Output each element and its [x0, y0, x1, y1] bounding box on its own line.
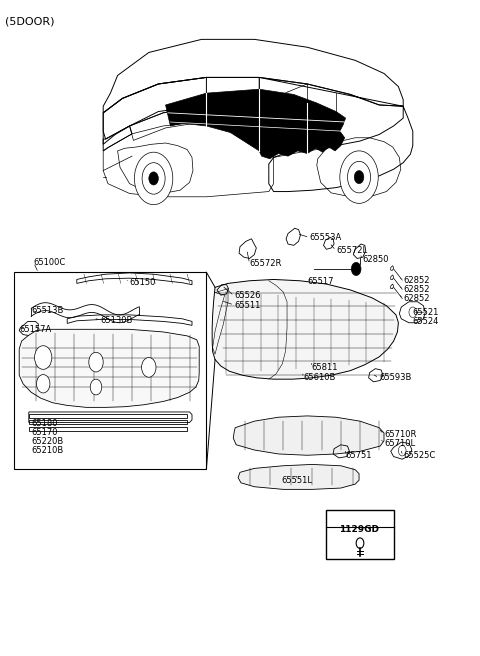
- Text: 65521: 65521: [413, 308, 439, 317]
- Text: 65517: 65517: [307, 277, 334, 286]
- Circle shape: [149, 172, 158, 185]
- Text: 65170: 65170: [31, 428, 58, 437]
- Text: (5DOOR): (5DOOR): [5, 16, 54, 26]
- Text: 65157A: 65157A: [19, 325, 51, 334]
- Text: 65710R: 65710R: [384, 430, 416, 439]
- Text: 65710L: 65710L: [384, 439, 415, 448]
- Polygon shape: [166, 89, 346, 159]
- Polygon shape: [212, 279, 398, 379]
- Circle shape: [90, 379, 102, 395]
- Bar: [14, 272, 206, 469]
- Text: 65572L: 65572L: [336, 246, 367, 255]
- Text: 65572R: 65572R: [250, 259, 282, 268]
- Text: 65525C: 65525C: [403, 451, 435, 461]
- Circle shape: [36, 375, 50, 393]
- Text: 65526: 65526: [234, 291, 261, 300]
- Text: 65553A: 65553A: [310, 233, 342, 242]
- Circle shape: [351, 262, 361, 276]
- Circle shape: [89, 352, 103, 372]
- Circle shape: [340, 151, 378, 203]
- Circle shape: [142, 358, 156, 377]
- Circle shape: [354, 171, 364, 184]
- Text: 65180: 65180: [31, 419, 58, 428]
- Text: 62852: 62852: [403, 285, 430, 294]
- Text: 65751: 65751: [346, 451, 372, 461]
- Text: 65610B: 65610B: [303, 373, 336, 382]
- Text: 65130B: 65130B: [101, 316, 133, 325]
- Polygon shape: [233, 416, 384, 455]
- Text: 65150: 65150: [130, 277, 156, 287]
- Text: 65551L: 65551L: [281, 476, 312, 485]
- Circle shape: [134, 152, 173, 205]
- Text: 65511: 65511: [234, 300, 261, 310]
- Text: 65593B: 65593B: [379, 373, 411, 382]
- Text: 1129GD: 1129GD: [339, 525, 379, 534]
- Polygon shape: [19, 329, 199, 407]
- Bar: [326, 510, 394, 559]
- Circle shape: [35, 346, 52, 369]
- Text: 65220B: 65220B: [31, 437, 63, 446]
- Text: 65210B: 65210B: [31, 446, 63, 455]
- Text: 65811: 65811: [311, 363, 337, 372]
- Text: 62852: 62852: [403, 276, 430, 285]
- Text: 65513B: 65513B: [31, 306, 63, 315]
- Text: 65100C: 65100C: [34, 258, 66, 267]
- Text: 62852: 62852: [403, 294, 430, 303]
- Text: 62850: 62850: [362, 255, 389, 264]
- Text: 65524: 65524: [413, 317, 439, 326]
- Polygon shape: [238, 464, 359, 489]
